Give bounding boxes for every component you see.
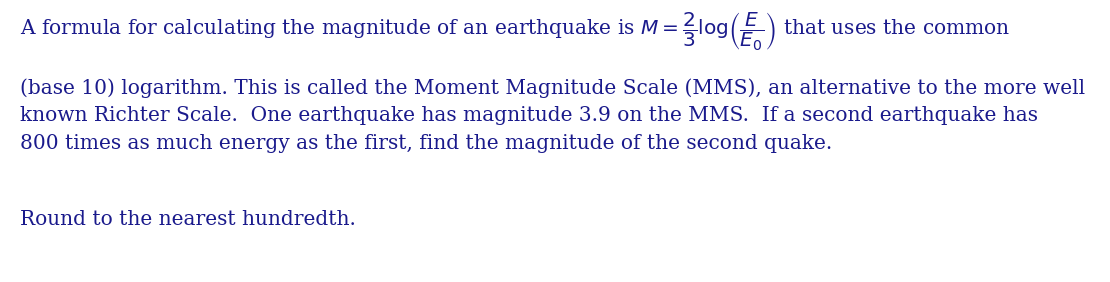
Text: known Richter Scale.  One earthquake has magnitude 3.9 on the MMS.  If a second : known Richter Scale. One earthquake has … [20,106,1038,125]
Text: Round to the nearest hundredth.: Round to the nearest hundredth. [20,210,356,229]
Text: 800 times as much energy as the first, find the magnitude of the second quake.: 800 times as much energy as the first, f… [20,134,832,153]
Text: A formula for calculating the magnitude of an earthquake is $M = \dfrac{2}{3}\lo: A formula for calculating the magnitude … [20,10,1010,52]
Text: (base 10) logarithm. This is called the Moment Magnitude Scale (MMS), an alterna: (base 10) logarithm. This is called the … [20,78,1086,98]
